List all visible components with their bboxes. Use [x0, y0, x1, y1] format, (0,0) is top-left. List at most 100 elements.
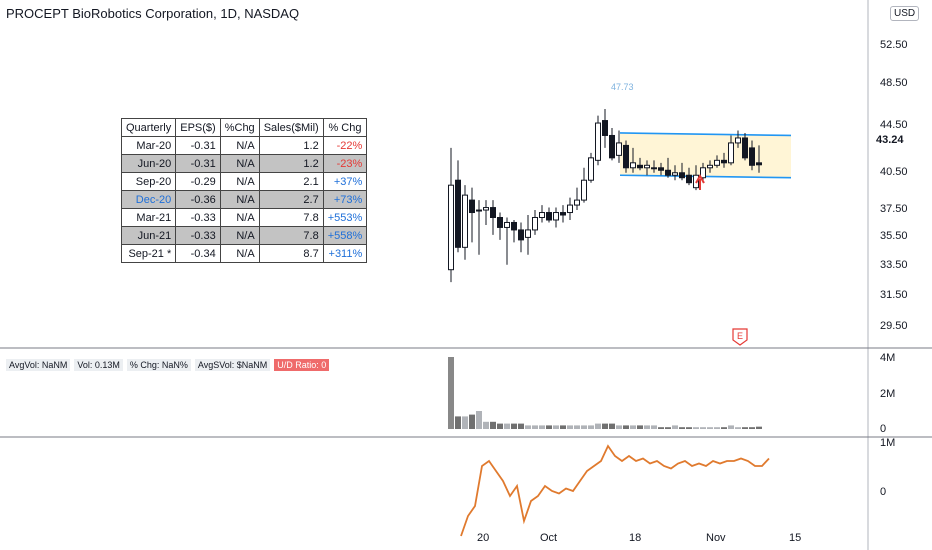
volume-tick: 2M	[880, 388, 896, 400]
table-row: Jun-21 -0.33 N/A 7.8 +558%	[120, 226, 368, 245]
table-cell-pct: -23%	[322, 154, 368, 173]
earnings-icon: E	[732, 328, 748, 346]
quarterly-table: Quarterly EPS($) %Chg Sales($Mil) % Chg …	[120, 118, 368, 263]
price-tick: 48.50	[880, 77, 908, 89]
candle-body	[504, 221, 510, 228]
candle	[623, 140, 629, 173]
col-header: Sales($Mil)	[258, 118, 324, 137]
candle	[735, 130, 741, 148]
candle	[616, 130, 622, 163]
candle	[532, 210, 538, 235]
volume-bar	[679, 427, 685, 429]
table-cell-eps: -0.31	[175, 136, 221, 155]
price-tick: 37.50	[880, 203, 908, 215]
volume-bar	[539, 425, 545, 429]
table-cell-sales: 1.2	[258, 136, 324, 155]
volume-bar	[707, 427, 713, 429]
candle	[609, 128, 615, 161]
vol-label: Vol: 0.13M	[74, 359, 123, 371]
table-row: Jun-20 -0.31 N/A 1.2 -23%	[120, 154, 368, 173]
candle	[560, 205, 566, 223]
table-cell-pct: -22%	[322, 136, 368, 155]
candle-body	[623, 144, 629, 169]
candle-body	[567, 204, 573, 214]
candle	[567, 197, 573, 220]
up-arrow-icon	[695, 173, 705, 190]
col-header: Quarterly	[120, 118, 177, 137]
candle	[511, 219, 517, 243]
volume-bar	[546, 425, 552, 429]
table-cell-q: Sep-21 *	[120, 244, 177, 263]
volume-bar	[658, 427, 664, 429]
price-axis: 52.50 48.50 44.50 40.50 37.50 35.50 33.5…	[868, 0, 932, 550]
candle	[637, 157, 643, 171]
table-cell-pct: +558%	[322, 226, 368, 245]
volume-bar	[483, 421, 489, 429]
candle-body	[539, 212, 545, 218]
volume-bar	[644, 425, 650, 429]
volume-legend: AvgVol: NaNM Vol: 0.13M % Chg: NaN% AvgS…	[6, 359, 330, 371]
candle-body	[483, 207, 489, 211]
candle	[455, 160, 461, 253]
price-tick: 35.50	[880, 230, 908, 242]
table-cell-pct: +73%	[322, 190, 368, 209]
table-cell-pct: +311%	[322, 244, 368, 263]
price-tick: 44.50	[880, 119, 908, 131]
earnings-marker[interactable]: E	[732, 328, 748, 351]
volume-bar	[623, 425, 629, 429]
candle	[651, 160, 657, 173]
currency-button[interactable]: USD	[890, 6, 920, 21]
channel-fill	[620, 132, 791, 178]
candle	[525, 215, 531, 255]
candle-body	[728, 142, 734, 164]
candle-body	[651, 167, 657, 170]
candle-body	[700, 167, 706, 179]
candle-body	[595, 122, 601, 161]
candle-body	[756, 162, 762, 166]
candle	[553, 207, 559, 228]
table-cell-chg: N/A	[219, 172, 260, 191]
table-cell-pct: +553%	[322, 208, 368, 227]
volume-bar	[511, 423, 517, 429]
candle-body	[742, 137, 748, 159]
candle-body	[476, 209, 482, 212]
candle-body	[644, 164, 650, 169]
volume-bar	[693, 427, 699, 429]
table-row: Sep-21 * -0.34 N/A 8.7 +311%	[120, 244, 368, 263]
candle	[518, 222, 524, 253]
volume-bar	[735, 427, 741, 429]
volume-bar	[637, 425, 643, 429]
candle-body	[553, 212, 559, 221]
table-cell-q: Mar-21	[120, 208, 177, 227]
candle	[672, 165, 678, 181]
volume-bar	[721, 427, 727, 429]
indicator-line	[460, 444, 770, 537]
candle-body	[532, 217, 538, 231]
channel-upper-line	[619, 132, 792, 137]
candle-body	[714, 159, 720, 166]
price-tick: 31.50	[880, 289, 908, 301]
candle	[469, 187, 475, 243]
current-price-label: 43.24	[876, 134, 904, 146]
table-cell-q: Dec-20	[120, 190, 177, 209]
volume-bar	[602, 423, 608, 429]
candle	[483, 200, 489, 225]
volume-bar	[749, 427, 755, 429]
candle-body	[574, 199, 580, 206]
volume-bar	[504, 423, 510, 429]
candle-body	[518, 229, 524, 241]
volume-bar	[476, 411, 482, 429]
col-header: EPS($)	[175, 118, 221, 137]
volume-bar	[469, 414, 475, 429]
volume-bar	[462, 416, 468, 429]
volume-bars	[448, 357, 762, 429]
table-cell-chg: N/A	[219, 154, 260, 173]
table-cell-pct: +37%	[322, 172, 368, 191]
candle	[581, 167, 587, 203]
high-price-label: 47.73	[611, 82, 634, 92]
candle-body	[616, 142, 622, 156]
candle	[539, 205, 545, 223]
candle-body	[525, 229, 531, 238]
candle	[574, 187, 580, 211]
